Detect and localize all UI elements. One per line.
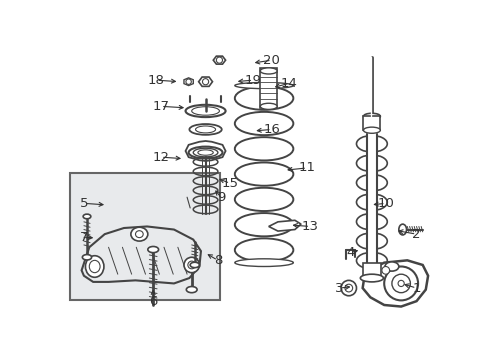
Text: 17: 17: [152, 100, 169, 113]
Ellipse shape: [384, 262, 398, 271]
Ellipse shape: [131, 227, 147, 241]
Ellipse shape: [82, 255, 91, 260]
Ellipse shape: [185, 105, 225, 117]
Bar: [362, 263, 380, 278]
Ellipse shape: [85, 256, 104, 277]
Ellipse shape: [135, 231, 143, 238]
Text: 9: 9: [216, 191, 224, 204]
Text: 6: 6: [149, 294, 157, 308]
Text: 19: 19: [244, 74, 261, 87]
Polygon shape: [198, 77, 212, 86]
Ellipse shape: [234, 82, 293, 89]
Polygon shape: [213, 56, 225, 64]
Text: 12: 12: [152, 150, 169, 164]
Text: 3: 3: [335, 282, 343, 294]
Text: 18: 18: [147, 74, 164, 87]
Bar: [260, 68, 277, 108]
Text: 11: 11: [298, 161, 315, 175]
Ellipse shape: [360, 274, 383, 282]
Circle shape: [216, 57, 222, 63]
Polygon shape: [268, 220, 301, 231]
Text: 7: 7: [80, 231, 88, 244]
Ellipse shape: [234, 259, 293, 266]
Text: 20: 20: [263, 54, 280, 67]
Text: 16: 16: [263, 123, 280, 136]
Ellipse shape: [191, 107, 219, 115]
Text: 4: 4: [346, 246, 354, 259]
Polygon shape: [362, 260, 427, 306]
Ellipse shape: [189, 124, 221, 135]
Text: 10: 10: [377, 197, 393, 210]
Ellipse shape: [363, 113, 380, 120]
Ellipse shape: [363, 127, 380, 133]
Circle shape: [384, 266, 417, 300]
Text: 8: 8: [213, 254, 222, 267]
Text: 14: 14: [281, 77, 297, 90]
Ellipse shape: [398, 224, 406, 235]
Bar: [366, 134, 376, 270]
Polygon shape: [183, 78, 193, 86]
Bar: [70, 172, 220, 300]
Ellipse shape: [83, 214, 91, 219]
Ellipse shape: [183, 257, 199, 273]
Text: 2: 2: [411, 228, 420, 240]
Ellipse shape: [89, 260, 100, 273]
Ellipse shape: [187, 261, 195, 269]
Text: 15: 15: [221, 177, 238, 190]
Circle shape: [202, 78, 208, 85]
Circle shape: [341, 280, 356, 296]
Ellipse shape: [147, 247, 158, 253]
Ellipse shape: [260, 103, 277, 109]
Ellipse shape: [186, 287, 197, 293]
Text: 5: 5: [80, 197, 88, 210]
Text: 1: 1: [411, 282, 420, 294]
Circle shape: [381, 266, 389, 274]
Ellipse shape: [195, 126, 215, 133]
Circle shape: [185, 79, 191, 84]
Circle shape: [397, 280, 404, 287]
Circle shape: [391, 274, 409, 293]
Bar: [363, 116, 380, 130]
Circle shape: [344, 284, 352, 292]
Text: 13: 13: [301, 220, 318, 233]
Ellipse shape: [190, 262, 199, 267]
Ellipse shape: [260, 68, 277, 74]
